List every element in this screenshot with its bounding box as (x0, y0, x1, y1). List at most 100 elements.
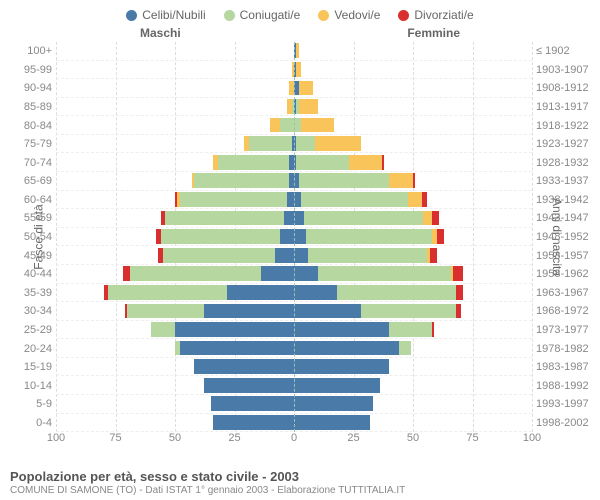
center-line (294, 42, 295, 432)
bar-seg (361, 304, 456, 319)
year-tick: 1993-1997 (532, 395, 600, 414)
bar-seg (294, 396, 373, 411)
bar-seg (432, 322, 434, 337)
legend-swatch (224, 10, 235, 21)
female-bar (294, 173, 532, 188)
age-tick: 100+ (0, 42, 56, 61)
bar-seg (399, 341, 411, 356)
gridline (532, 42, 533, 432)
bar-seg (408, 192, 422, 207)
bar-seg (151, 322, 175, 337)
chart: Fasce di età Anni di nascita 100+95-9990… (0, 42, 600, 432)
bar-seg (296, 62, 301, 77)
bar-seg (318, 266, 451, 281)
bar-seg (296, 136, 315, 151)
year-tick: 1983-1987 (532, 358, 600, 377)
female-bar (294, 304, 532, 319)
age-tick: 45-49 (0, 246, 56, 265)
male-bar (56, 229, 294, 244)
year-tick: 1933-1937 (532, 172, 600, 191)
bar-seg (422, 192, 427, 207)
age-tick: 60-64 (0, 191, 56, 210)
footer-sub: COMUNE DI SAMONE (TO) - Dati ISTAT 1° ge… (10, 485, 590, 496)
male-bar (56, 192, 294, 207)
bar-seg (456, 285, 463, 300)
year-tick: 1988-1992 (532, 376, 600, 395)
y-axis-left: 100+95-9990-9485-8980-8475-7970-7465-696… (0, 42, 56, 432)
male-bar (56, 99, 294, 114)
bar-seg (227, 285, 294, 300)
age-tick: 35-39 (0, 284, 56, 303)
bar-seg (130, 266, 261, 281)
bar-seg (306, 229, 432, 244)
legend-label: Coniugati/e (240, 8, 301, 22)
male-label: Maschi (140, 26, 181, 40)
bar-seg (296, 43, 298, 58)
female-label: Femmine (407, 26, 460, 40)
female-bar (294, 43, 532, 58)
male-bar (56, 396, 294, 411)
male-bar (56, 43, 294, 58)
x-tick: 100 (523, 432, 541, 444)
bar-seg (261, 266, 294, 281)
x-tick: 0 (291, 432, 297, 444)
year-tick: 1968-1972 (532, 302, 600, 321)
x-axis: 1007550250255075100 (56, 432, 532, 448)
year-tick: 1973-1977 (532, 321, 600, 340)
age-tick: 20-24 (0, 339, 56, 358)
y-axis-right: ≤ 19021903-19071908-19121913-19171918-19… (532, 42, 600, 432)
bar-seg (284, 211, 294, 226)
legend-label: Vedovi/e (334, 8, 380, 22)
female-bar (294, 378, 532, 393)
female-bar (294, 415, 532, 430)
female-bar (294, 136, 532, 151)
age-tick: 70-74 (0, 153, 56, 172)
year-tick: 1908-1912 (532, 79, 600, 98)
year-tick: 1903-1907 (532, 61, 600, 80)
x-tick: 75 (109, 432, 121, 444)
bar-seg (211, 396, 294, 411)
bar-seg (299, 99, 318, 114)
male-bar (56, 118, 294, 133)
female-bar (294, 155, 532, 170)
age-tick: 50-54 (0, 228, 56, 247)
footer: Popolazione per età, sesso e stato civil… (10, 469, 590, 496)
male-bar (56, 248, 294, 263)
female-bar (294, 341, 532, 356)
footer-title: Popolazione per età, sesso e stato civil… (10, 469, 590, 484)
female-bar (294, 266, 532, 281)
age-tick: 5-9 (0, 395, 56, 414)
female-bar (294, 396, 532, 411)
bar-seg (294, 285, 337, 300)
female-bar (294, 211, 532, 226)
bar-seg (413, 173, 415, 188)
bar-seg (430, 248, 437, 263)
legend-swatch (318, 10, 329, 21)
bar-seg (123, 266, 130, 281)
bar-seg (294, 266, 318, 281)
bar-seg (294, 229, 306, 244)
male-bar (56, 285, 294, 300)
x-tick: 50 (407, 432, 419, 444)
age-tick: 80-84 (0, 116, 56, 135)
age-tick: 10-14 (0, 376, 56, 395)
bar-seg (127, 304, 203, 319)
bar-seg (280, 118, 294, 133)
bar-seg (423, 211, 433, 226)
year-tick: 1923-1927 (532, 135, 600, 154)
age-tick: 75-79 (0, 135, 56, 154)
bar-seg (382, 155, 384, 170)
age-tick: 65-69 (0, 172, 56, 191)
legend: Celibi/NubiliConiugati/eVedovi/eDivorzia… (0, 0, 600, 26)
bar-seg (249, 136, 292, 151)
male-bar (56, 173, 294, 188)
male-bar (56, 266, 294, 281)
bar-seg (180, 341, 294, 356)
age-tick: 15-19 (0, 358, 56, 377)
year-tick: 1963-1967 (532, 284, 600, 303)
male-bar (56, 62, 294, 77)
bar-seg (294, 304, 361, 319)
x-tick: 25 (228, 432, 240, 444)
bar-seg (294, 248, 308, 263)
male-bar (56, 136, 294, 151)
